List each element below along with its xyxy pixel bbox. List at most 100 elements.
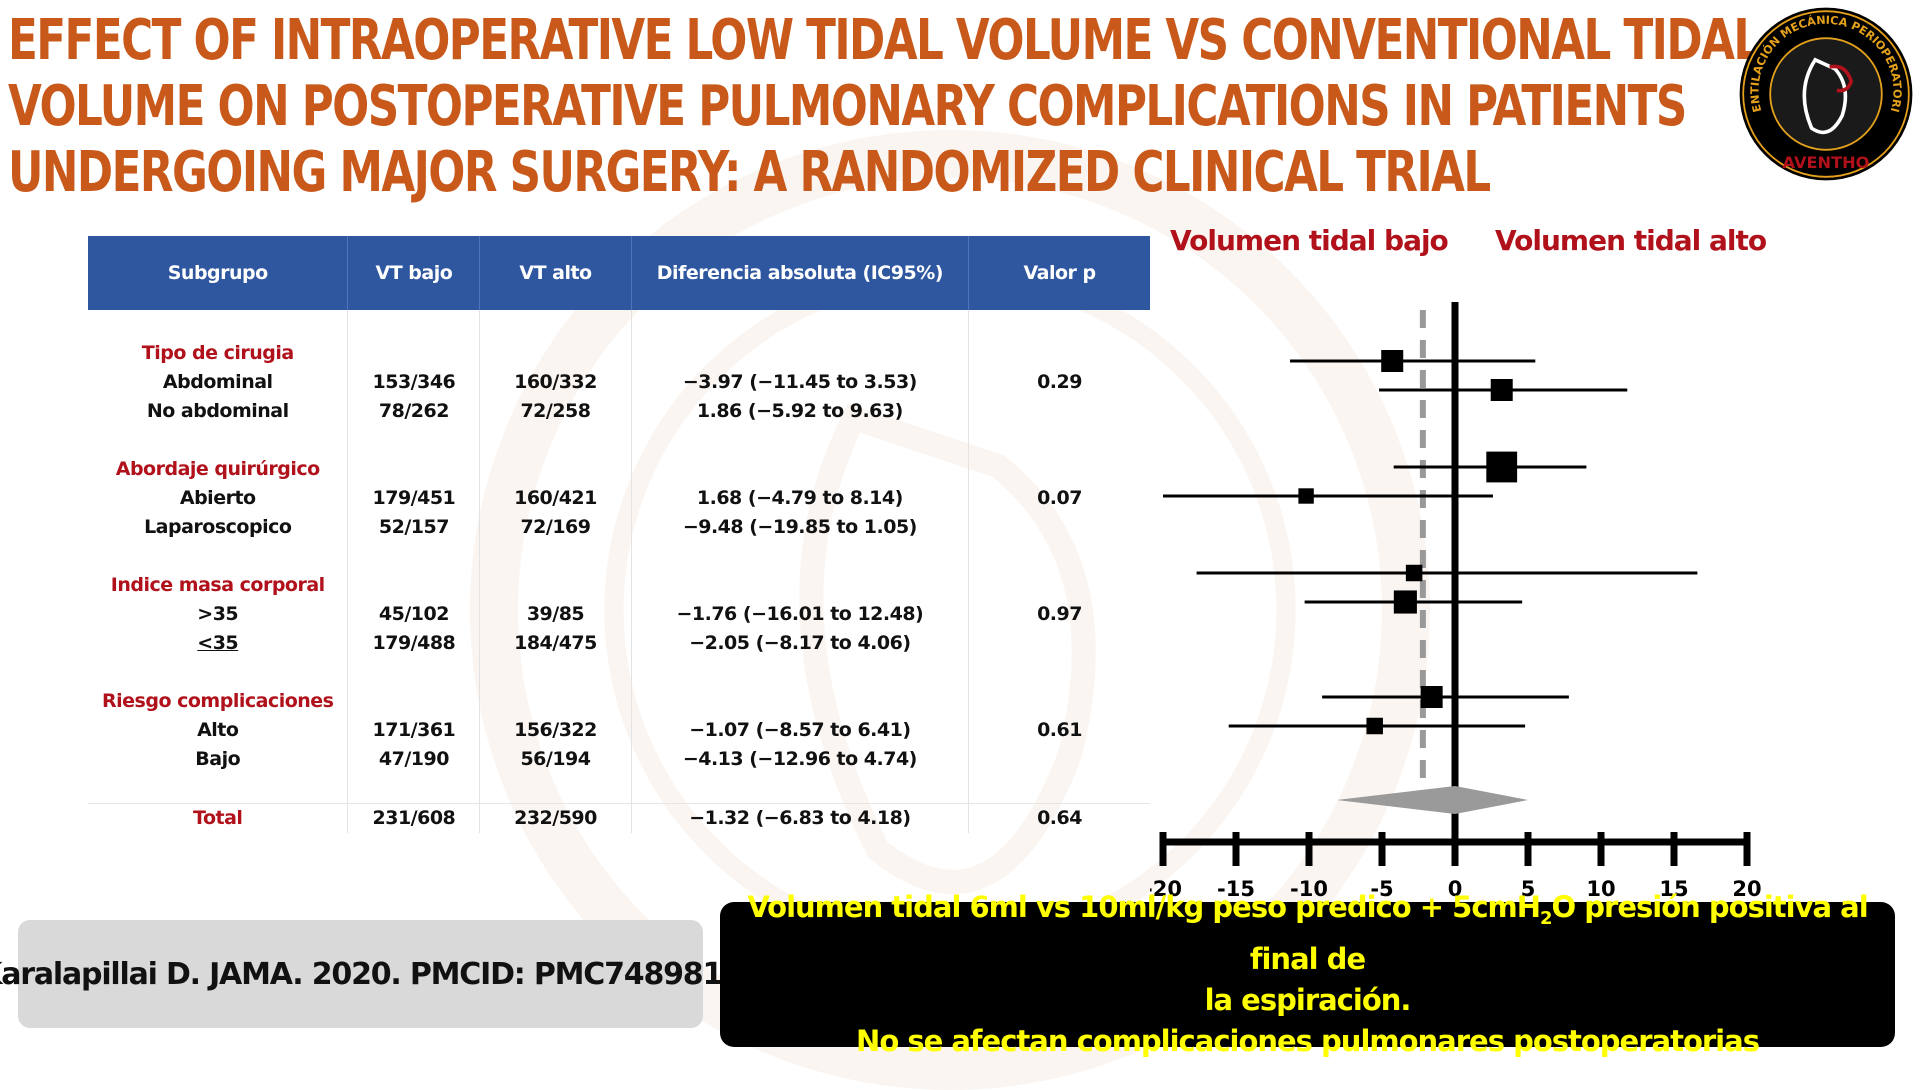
group-row: Indice masa corporal: [88, 571, 1150, 600]
header-diferencia: Diferencia absoluta (IC95%): [631, 236, 970, 310]
row-name: >35: [88, 600, 349, 629]
row-vt-bajo: 47/190: [347, 745, 481, 774]
table-row: Abierto 179/451 160/421 1.68 (−4.79 to 8…: [88, 484, 1150, 513]
row-name: <35: [88, 629, 349, 658]
point-estimate: [1420, 686, 1443, 708]
row-name: Laparoscopico: [88, 513, 349, 542]
conclusion-box: Volumen tidal 6ml vs 10ml/kg peso predic…: [720, 890, 1895, 1058]
row-p: 0.29: [1037, 371, 1082, 393]
row-diff: −9.48 (−19.85 to 1.05): [631, 513, 970, 542]
table-row: >35 45/102 39/85 −1.76 (−16.01 to 12.48)…: [88, 600, 1150, 629]
x-tick-label: 5: [1521, 877, 1536, 901]
table-row: Abdominal 153/346 160/332 −3.97 (−11.45 …: [88, 368, 1150, 397]
row-p: [969, 629, 1150, 658]
x-tick-label: 15: [1659, 877, 1688, 901]
row-vt-alto: 39/85: [479, 600, 632, 629]
row-name: Abdominal: [88, 368, 349, 397]
row-diff: −1.07 (−8.57 to 6.41): [631, 716, 970, 745]
row-vt-alto: 72/258: [479, 397, 632, 426]
x-tick-label: -15: [1217, 877, 1255, 901]
page-title: EFFECT OF INTRAOPERATIVE LOW TIDAL VOLUM…: [8, 8, 1761, 206]
row-diff: −3.97 (−11.45 to 3.53): [631, 368, 970, 397]
header-vt-alto: VT alto: [479, 236, 632, 310]
header-valor-p: Valor p: [968, 236, 1150, 310]
group-label: Abordaje quirúrgico: [88, 455, 349, 484]
x-tick-label: 10: [1586, 877, 1615, 901]
row-vt-bajo: 45/102: [347, 600, 481, 629]
citation-box: Karalapillai D. JAMA. 2020. PMCID: PMC74…: [0, 920, 743, 1028]
citation-text: Karalapillai D. JAMA. 2020. PMCID: PMC74…: [0, 956, 743, 992]
conclusion-line-1: Volumen tidal 6ml vs 10ml/kg peso predic…: [747, 890, 1868, 976]
row-vt-alto: 56/194: [479, 745, 632, 774]
row-name: Alto: [88, 716, 349, 745]
pooled-diamond: [1336, 786, 1528, 814]
row-p: 0.07: [1037, 487, 1082, 509]
row-diff: −1.76 (−16.01 to 12.48): [631, 600, 970, 629]
subgroup-table: Subgrupo VT bajo VT alto Diferencia abso…: [88, 236, 1150, 833]
row-vt-alto: 160/332: [479, 368, 632, 397]
conclusion-line-3: No se afectan complicaciones pulmonares …: [856, 1023, 1760, 1058]
row-vt-bajo: 153/346: [347, 368, 481, 397]
row-diff: 1.86 (−5.92 to 9.63): [631, 397, 970, 426]
point-estimate: [1490, 379, 1513, 401]
header-vt-bajo: VT bajo: [347, 236, 481, 310]
table-header-row: Subgrupo VT bajo VT alto Diferencia abso…: [88, 236, 1150, 310]
total-diff: −1.32 (−6.83 to 4.18): [631, 803, 970, 833]
title-line-1: EFFECT OF INTRAOPERATIVE LOW TIDAL VOLUM…: [8, 8, 1761, 73]
total-vt-bajo: 231/608: [347, 803, 481, 833]
table-row: Bajo 47/190 56/194 −4.13 (−12.96 to 4.74…: [88, 745, 1150, 774]
total-row: Total 231/608 232/590 −1.32 (−6.83 to 4.…: [88, 803, 1150, 833]
row-p: 0.61: [1037, 719, 1082, 741]
x-tick-label: 0: [1448, 877, 1463, 901]
row-p: [969, 513, 1150, 542]
row-vt-alto: 184/475: [479, 629, 632, 658]
row-vt-alto: 160/421: [479, 484, 632, 513]
conclusion-line-2: la espiración.: [1204, 982, 1412, 1017]
group-row: Tipo de cirugia: [88, 339, 1150, 368]
row-vt-bajo: 179/488: [347, 629, 481, 658]
x-tick-label: -20: [1150, 877, 1182, 901]
group-label: Riesgo complicaciones: [88, 687, 349, 716]
total-vt-alto: 232/590: [479, 803, 632, 833]
table-row: Laparoscopico 52/157 72/169 −9.48 (−19.8…: [88, 513, 1150, 542]
x-tick-label: -10: [1290, 877, 1328, 901]
x-tick-label: 20: [1732, 877, 1761, 901]
total-name: Total: [88, 803, 349, 833]
x-tick-label: -5: [1370, 877, 1393, 901]
forest-plot: -20 -15 -10 -5 0 5 10 15 20: [1150, 302, 1762, 901]
point-estimate: [1393, 590, 1417, 614]
table-row: No abdominal 78/262 72/258 1.86 (−5.92 t…: [88, 397, 1150, 426]
row-vt-bajo: 52/157: [347, 513, 481, 542]
point-estimate: [1381, 350, 1404, 372]
row-diff: −4.13 (−12.96 to 4.74): [631, 745, 970, 774]
point-estimate: [1366, 717, 1383, 735]
point-estimate: [1298, 488, 1314, 504]
point-estimate: [1405, 564, 1423, 582]
table-row: <35 179/488 184/475 −2.05 (−8.17 to 4.06…: [88, 629, 1150, 658]
row-p: 0.97: [1037, 603, 1082, 625]
legend-low-tidal: Volumen tidal bajo: [1170, 224, 1449, 257]
row-p: [969, 745, 1150, 774]
row-vt-alto: 72/169: [479, 513, 632, 542]
total-p: 0.64: [968, 803, 1150, 833]
row-diff: −2.05 (−8.17 to 4.06): [631, 629, 970, 658]
row-vt-bajo: 78/262: [347, 397, 481, 426]
legend-high-tidal: Volumen tidal alto: [1495, 224, 1767, 257]
group-row: Riesgo complicaciones: [88, 687, 1150, 716]
table-row: Alto 171/361 156/322 −1.07 (−8.57 to 6.4…: [88, 716, 1150, 745]
point-estimate: [1486, 451, 1518, 483]
row-name: No abdominal: [88, 397, 349, 426]
logo-name: AVENTHO: [1783, 153, 1870, 172]
title-line-2: VOLUME ON POSTOPERATIVE PULMONARY COMPLI…: [8, 74, 1687, 139]
row-p: [969, 397, 1150, 426]
group-label: Tipo de cirugia: [88, 339, 349, 368]
title-line-3: UNDERGOING MAJOR SURGERY: A RANDOMIZED C…: [8, 140, 1491, 205]
group-row: Abordaje quirúrgico: [88, 455, 1150, 484]
row-name: Bajo: [88, 745, 349, 774]
row-vt-bajo: 179/451: [347, 484, 481, 513]
header-subgrupo: Subgrupo: [88, 236, 349, 310]
row-diff: 1.68 (−4.79 to 8.14): [631, 484, 970, 513]
row-vt-alto: 156/322: [479, 716, 632, 745]
group-label: Indice masa corporal: [88, 571, 349, 600]
row-vt-bajo: 171/361: [347, 716, 481, 745]
